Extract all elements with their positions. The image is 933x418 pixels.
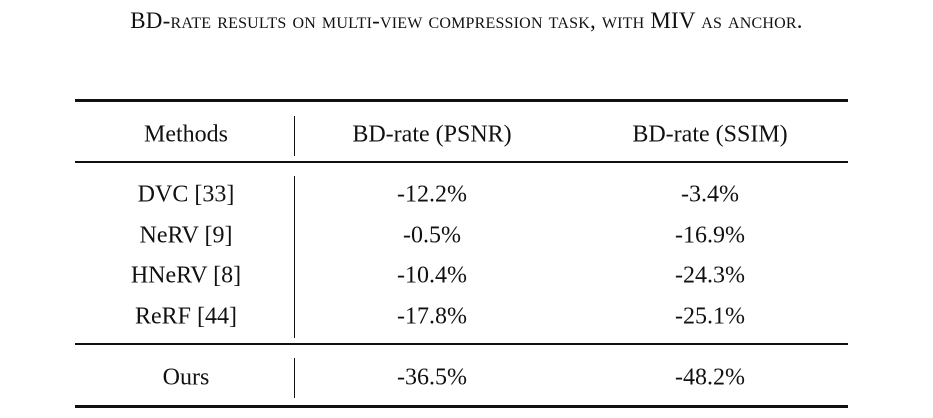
value-cell: -17.8%	[397, 303, 467, 330]
value-cell: -25.1%	[675, 303, 745, 330]
value-cell: -16.9%	[675, 222, 745, 249]
value-cell: -12.2%	[397, 181, 467, 208]
method-cell: NeRV [9]	[139, 222, 233, 249]
header-cell: Methods	[144, 121, 228, 148]
value-cell: -10.4%	[397, 262, 467, 289]
horizontal-rule	[75, 343, 848, 345]
vertical-rule	[294, 176, 296, 338]
vertical-rule	[294, 116, 296, 156]
method-cell: DVC [33]	[137, 181, 235, 208]
value-cell: -3.4%	[681, 181, 739, 208]
horizontal-rule	[75, 161, 848, 163]
value-cell: -36.5%	[397, 364, 467, 391]
value-cell: -48.2%	[675, 364, 745, 391]
table-caption: BD-rate results on multi-view compressio…	[130, 8, 803, 33]
method-cell: HNeRV [8]	[130, 262, 242, 289]
vertical-rule	[294, 358, 296, 398]
header-cell: BD-rate (PSNR)	[352, 121, 512, 148]
horizontal-rule	[75, 405, 848, 408]
value-cell: -24.3%	[675, 262, 745, 289]
horizontal-rule	[75, 99, 848, 102]
method-cell: ReRF [44]	[135, 303, 237, 330]
value-cell: -0.5%	[403, 222, 461, 249]
method-cell: Ours	[162, 364, 210, 391]
header-cell: BD-rate (SSIM)	[632, 121, 788, 148]
